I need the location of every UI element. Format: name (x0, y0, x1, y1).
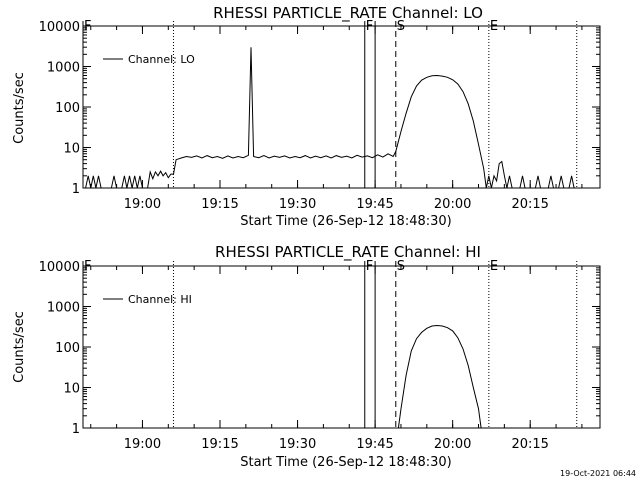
x-tick-label: 19:15 (201, 437, 238, 452)
y-axis-label: Counts/sec (12, 72, 27, 144)
time-marker-label: S (397, 19, 405, 34)
x-axis-label: Start Time (26-Sep-12 18:48:30) (240, 455, 451, 470)
x-tick-label: 19:15 (201, 197, 238, 212)
y-tick-label: 10 (63, 142, 80, 157)
x-tick-label: 19:45 (356, 197, 393, 212)
time-marker-label: F (366, 259, 373, 274)
y-axis-label: Counts/sec (12, 311, 27, 383)
time-marker-label: F (84, 19, 91, 34)
footer-timestamp: 19-Oct-2021 06:44 (560, 469, 636, 478)
legend-label: Channel: LO (128, 53, 195, 66)
y-tick-label: 100 (55, 341, 80, 356)
y-tick-label: 1000 (47, 61, 80, 76)
series-line (85, 47, 575, 189)
y-tick-label: 10000 (39, 20, 80, 35)
plot-area-hi: 1 10 100 1000 10000 19:00 19:15 19:30 19:45 20:00… (39, 259, 601, 452)
chart-title: RHESSI PARTICLE_RATE Channel: HI (215, 243, 481, 262)
x-tick-label: 19:00 (124, 437, 161, 452)
x-tick-label: 20:15 (511, 437, 548, 452)
time-marker-label: E (490, 19, 498, 34)
y-tick-label: 1 (72, 422, 80, 437)
plot-panel-lo: RHESSI PARTICLE_RATE Channel: LO Counts/… (12, 4, 601, 229)
time-marker-label: F (366, 19, 373, 34)
y-tick-label: 100 (55, 101, 80, 116)
time-marker-label: F (84, 259, 91, 274)
time-marker-label: E (490, 259, 498, 274)
legend-label: Channel: HI (128, 293, 192, 306)
plot-panel-hi: RHESSI PARTICLE_RATE Channel: HI Counts/… (12, 243, 601, 470)
x-tick-label: 20:00 (434, 437, 471, 452)
x-axis-label: Start Time (26-Sep-12 18:48:30) (240, 214, 451, 229)
x-tick-label: 19:30 (279, 437, 316, 452)
plot-area-lo: 1 10 100 1000 10000 19:00 19:15 19:30 19:45 20:00… (39, 19, 601, 212)
chart-title: RHESSI PARTICLE_RATE Channel: LO (213, 4, 483, 23)
y-tick-label: 1000 (47, 301, 80, 316)
y-tick-label: 10000 (39, 260, 80, 275)
y-tick-label: 10 (63, 382, 80, 397)
x-tick-label: 20:15 (511, 197, 548, 212)
plot-frame (82, 265, 601, 429)
series-line (397, 324, 482, 429)
time-marker-label: S (397, 259, 405, 274)
x-tick-label: 19:30 (279, 197, 316, 212)
y-tick-label: 1 (72, 182, 80, 197)
x-tick-label: 19:45 (356, 437, 393, 452)
plot-frame (82, 25, 601, 189)
x-tick-label: 19:00 (124, 197, 161, 212)
x-tick-label: 20:00 (434, 197, 471, 212)
